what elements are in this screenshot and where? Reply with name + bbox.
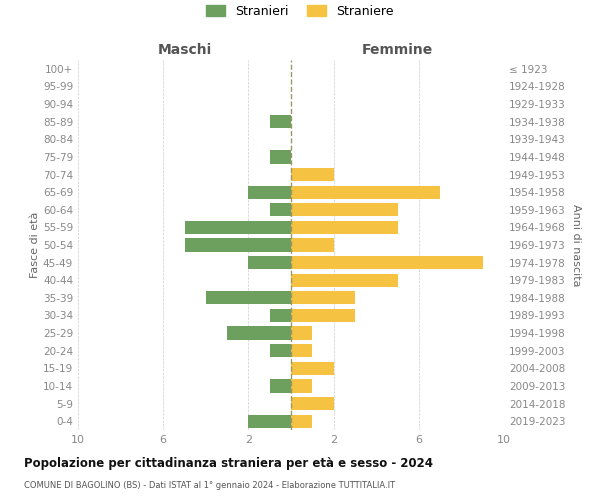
Y-axis label: Fasce di età: Fasce di età <box>30 212 40 278</box>
Bar <box>291 203 398 216</box>
Bar <box>291 238 334 252</box>
Legend: Stranieri, Straniere: Stranieri, Straniere <box>202 0 398 23</box>
Bar <box>248 414 291 428</box>
Bar <box>185 221 291 234</box>
Bar <box>291 344 313 358</box>
Bar <box>291 326 313 340</box>
Bar <box>291 168 334 181</box>
Text: Popolazione per cittadinanza straniera per età e sesso - 2024: Popolazione per cittadinanza straniera p… <box>24 458 433 470</box>
Bar <box>291 186 440 198</box>
Bar <box>270 344 291 358</box>
Bar <box>270 150 291 164</box>
Bar <box>206 291 291 304</box>
Bar <box>291 274 398 287</box>
Y-axis label: Anni di nascita: Anni di nascita <box>571 204 581 286</box>
Text: COMUNE DI BAGOLINO (BS) - Dati ISTAT al 1° gennaio 2024 - Elaborazione TUTTITALI: COMUNE DI BAGOLINO (BS) - Dati ISTAT al … <box>24 481 395 490</box>
Text: Maschi: Maschi <box>157 44 212 58</box>
Bar <box>291 291 355 304</box>
Bar <box>270 380 291 392</box>
Bar <box>291 397 334 410</box>
Bar <box>248 256 291 269</box>
Text: Femmine: Femmine <box>362 44 433 58</box>
Bar <box>248 186 291 198</box>
Bar <box>270 309 291 322</box>
Bar <box>291 309 355 322</box>
Bar <box>291 362 334 375</box>
Bar <box>270 115 291 128</box>
Bar <box>291 221 398 234</box>
Bar <box>291 380 313 392</box>
Bar <box>185 238 291 252</box>
Bar <box>270 203 291 216</box>
Bar <box>291 256 483 269</box>
Bar <box>227 326 291 340</box>
Bar <box>291 414 313 428</box>
